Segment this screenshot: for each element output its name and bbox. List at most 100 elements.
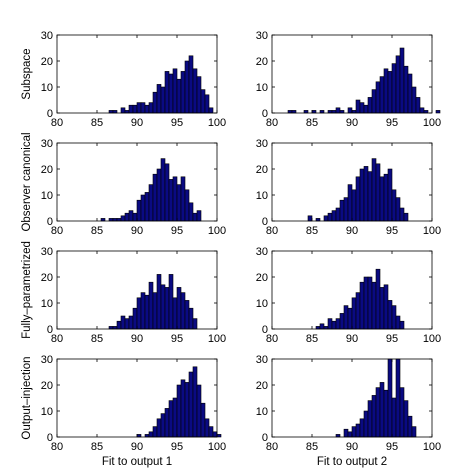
y-tick-label: 30	[41, 138, 53, 150]
histogram-bar	[204, 94, 210, 114]
histogram-bar	[188, 202, 194, 222]
histogram-bar	[339, 199, 345, 222]
histogram-bar	[359, 281, 365, 330]
histogram-bar	[180, 176, 186, 222]
histogram-bar	[327, 212, 333, 222]
histogram-bar	[152, 426, 158, 438]
histogram-bar	[367, 276, 373, 330]
histogram-bar	[176, 78, 182, 114]
x-tick-label: 85	[306, 225, 318, 237]
x-tick-label: 95	[171, 333, 183, 345]
histogram-bar	[144, 104, 150, 114]
x-tick-label: 80	[266, 441, 278, 453]
histogram-bar	[395, 358, 401, 438]
histogram-bar	[383, 68, 389, 114]
histogram-bar	[399, 320, 405, 330]
y-tick-label: 30	[256, 30, 268, 42]
histogram-bar	[415, 97, 421, 114]
subplot-4-2: 80 85 90 95 100 0 10 20 30 Fit to output 2	[256, 354, 441, 468]
y-tick-label: 20	[41, 272, 53, 284]
histogram-bar	[351, 189, 357, 222]
histogram-bar	[379, 176, 385, 222]
histogram-bar	[375, 387, 381, 438]
histogram-bar	[140, 292, 146, 330]
histogram-bar	[196, 76, 202, 114]
histogram-bar	[419, 107, 425, 114]
histogram-bar	[196, 210, 202, 222]
y-tick-label: 10	[41, 190, 53, 202]
histogram-bar	[403, 212, 409, 222]
histogram-bar	[371, 281, 377, 330]
histogram-bar	[168, 179, 174, 222]
y-tick-label: 0	[262, 216, 268, 228]
histogram-bar	[375, 81, 381, 114]
histogram-bar	[140, 102, 146, 114]
histogram-bar	[128, 210, 134, 222]
x-tick-label: 90	[131, 441, 143, 453]
x-tick-label: 95	[386, 117, 398, 129]
y-axis-label: Observer canonical	[21, 132, 33, 231]
histogram-bar	[399, 47, 405, 114]
y-tick-label: 30	[41, 30, 53, 42]
histogram-bar	[172, 297, 178, 330]
y-tick-label: 0	[47, 324, 53, 336]
histogram-bar	[156, 274, 162, 330]
y-tick-label: 20	[256, 56, 268, 68]
histogram-bar	[176, 384, 182, 438]
histogram-bar	[363, 104, 369, 114]
x-tick-label: 95	[386, 333, 398, 345]
x-tick-label: 80	[51, 117, 63, 129]
x-tick-label: 100	[208, 225, 226, 237]
histogram-bar	[160, 86, 166, 114]
subplot-2-1: 80 85 90 95 100 0 10 20 30 Observer canonical	[21, 132, 226, 237]
histogram-bar	[391, 305, 397, 330]
histogram-bar	[347, 431, 353, 438]
histogram-bar	[152, 91, 158, 114]
histogram-bar	[355, 99, 361, 114]
histogram-bar	[184, 60, 190, 114]
x-tick-label: 80	[266, 333, 278, 345]
histogram-bar	[148, 281, 154, 330]
histogram-bar	[335, 107, 341, 114]
histogram-bar	[411, 426, 417, 438]
x-tick-label: 100	[208, 441, 226, 453]
y-tick-label: 30	[256, 138, 268, 150]
histogram-bar	[132, 104, 138, 114]
y-tick-label: 30	[256, 246, 268, 258]
histogram-bar	[164, 408, 170, 438]
x-tick-label: 95	[171, 117, 183, 129]
histogram-bar	[128, 104, 134, 114]
subplot-2-2: 80 85 90 95 100 0 10 20 30	[256, 138, 441, 237]
histogram-bar	[184, 382, 190, 438]
histogram-bar	[120, 215, 126, 222]
y-tick-label: 20	[41, 164, 53, 176]
histogram-bar	[383, 173, 389, 222]
x-tick-label: 80	[266, 117, 278, 129]
subplot-1-2: 80 85 90 95 100 0 10 20 30	[256, 30, 441, 129]
histogram-bar	[307, 215, 313, 222]
histogram-bar	[359, 102, 365, 114]
histogram-bar	[164, 287, 170, 330]
histogram-bar	[172, 68, 178, 114]
histogram-bar	[200, 89, 206, 114]
histogram-bar	[172, 176, 178, 222]
histogram-bar	[156, 168, 162, 222]
histogram-bar	[176, 184, 182, 222]
histogram-bar	[331, 210, 337, 222]
x-axis-label: Fit to output 2	[317, 456, 387, 468]
x-tick-label: 90	[131, 225, 143, 237]
histogram-bar	[367, 400, 373, 438]
histogram-bar	[180, 292, 186, 330]
histogram-bar	[351, 297, 357, 330]
y-tick-label: 30	[41, 354, 53, 366]
histogram-bar	[132, 307, 138, 330]
histogram-bar	[391, 189, 397, 222]
histogram-bar	[395, 55, 401, 114]
histogram-bar	[387, 71, 393, 114]
histogram-bar	[331, 320, 337, 330]
y-tick-label: 10	[41, 406, 53, 418]
histogram-bar	[355, 176, 361, 222]
x-tick-label: 85	[91, 333, 103, 345]
histogram-bar	[188, 55, 194, 114]
y-tick-label: 20	[256, 380, 268, 392]
